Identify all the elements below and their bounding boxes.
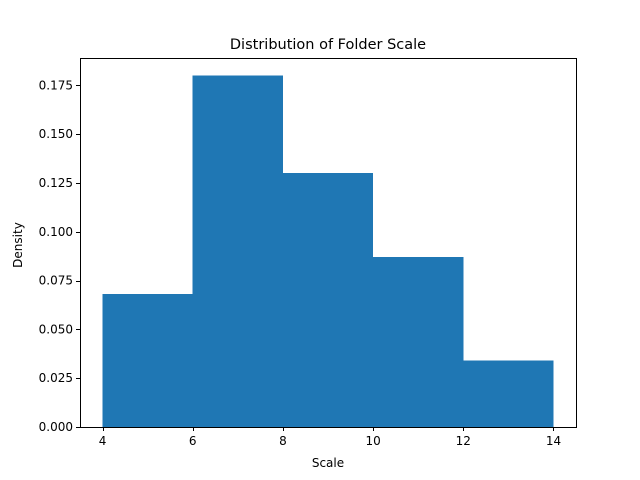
histogram-bar-1	[102, 294, 193, 427]
y-tick-label: 0.000	[39, 420, 73, 434]
histogram-bar-4	[373, 257, 464, 427]
x-tick-label: 4	[99, 434, 107, 448]
x-tick-label: 14	[546, 434, 561, 448]
bars-group	[102, 75, 554, 428]
y-tick-label: 0.175	[39, 78, 73, 92]
y-tick-label: 0.100	[39, 225, 73, 239]
y-axis-ticks: 0.000 0.025 0.050 0.075 0.100 0.125 0.150 0.175	[39, 78, 80, 434]
x-tick-label: 8	[279, 434, 287, 448]
y-tick-label: 0.150	[39, 127, 73, 141]
y-tick-label: 0.075	[39, 274, 73, 288]
y-tick-label: 0.025	[39, 371, 73, 385]
histogram-bar-3	[282, 173, 374, 427]
x-tick-label: 12	[456, 434, 471, 448]
histogram-bar-5	[463, 360, 554, 427]
x-axis-label: Scale	[312, 456, 344, 470]
x-tick-label: 10	[365, 434, 380, 448]
x-axis-ticks: 4 6 8 10 12 14	[99, 427, 561, 448]
histogram-bar-2	[192, 75, 283, 428]
chart-title: Distribution of Folder Scale	[230, 37, 426, 53]
y-axis-label: Density	[11, 222, 25, 268]
y-tick-label: 0.125	[39, 176, 73, 190]
plot-frame	[80, 58, 577, 428]
y-tick-label: 0.050	[39, 322, 73, 336]
x-tick-label: 6	[189, 434, 197, 448]
